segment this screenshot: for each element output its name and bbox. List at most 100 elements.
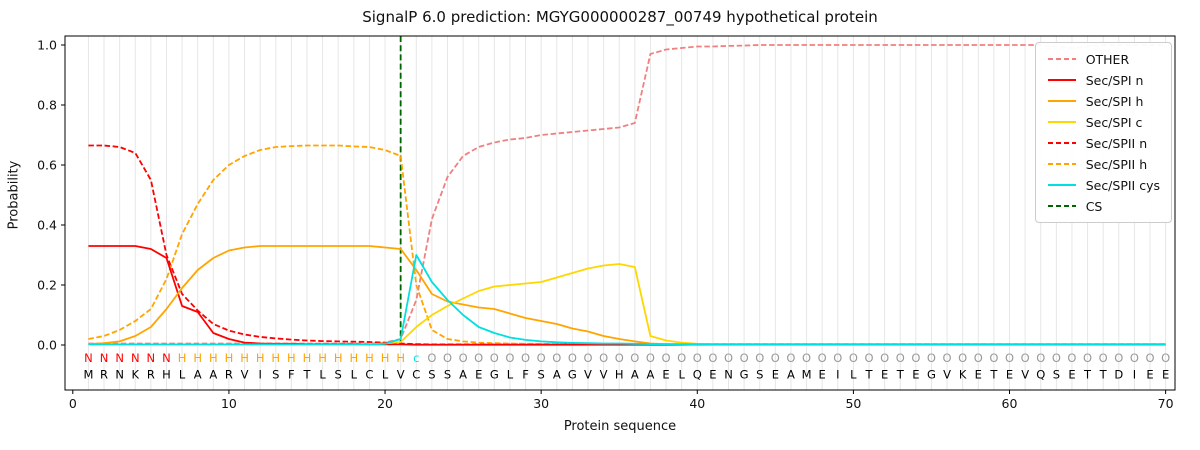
region-letter: O	[849, 351, 858, 365]
sequence-letter: S	[428, 368, 435, 382]
x-tick-label: 50	[845, 396, 861, 411]
sequence-letter: S	[1053, 368, 1060, 382]
series-spi-n	[88, 245, 1166, 346]
region-letter: O	[1021, 351, 1030, 365]
legend-line-sample-spi-h	[1047, 100, 1076, 102]
sequence-letter: Q	[693, 368, 702, 382]
sequence-letter: A	[787, 368, 795, 382]
region-letter: H	[334, 351, 343, 365]
region-letter: O	[427, 351, 436, 365]
region-letter: H	[349, 351, 358, 365]
sequence-letter: T	[302, 368, 311, 382]
series-spii-n	[88, 144, 1166, 346]
legend-line-sample-spi-n	[1047, 79, 1076, 81]
region-letter: O	[662, 351, 671, 365]
sequence-letter: E	[912, 368, 919, 382]
region-letter: O	[1052, 351, 1061, 365]
y-tick-label: 0.4	[37, 218, 57, 233]
legend-line-sample-other	[1047, 58, 1076, 60]
sequence-letter: G	[927, 368, 936, 382]
sequence-letter: V	[1021, 368, 1029, 382]
region-letter: O	[771, 351, 780, 365]
legend-line-sample-spii-n	[1047, 142, 1076, 144]
sequence-letter: A	[647, 368, 655, 382]
region-letter: O	[583, 351, 592, 365]
sequence-letter: E	[662, 368, 669, 382]
region-letter: O	[974, 351, 983, 365]
y-tick-label: 0.6	[37, 158, 57, 173]
sequence-letter: T	[864, 368, 873, 382]
x-axis-label: Protein sequence	[563, 419, 677, 434]
sequence-letter: V	[943, 368, 951, 382]
sequence-letter: E	[709, 368, 716, 382]
sequence-letter: A	[209, 368, 217, 382]
sequence-letter: T	[896, 368, 905, 382]
sequence-letter: S	[756, 368, 763, 382]
region-letter: O	[521, 351, 530, 365]
sequence-letter: C	[365, 368, 373, 382]
sequence-letter: E	[1162, 368, 1169, 382]
region-letter: O	[677, 351, 686, 365]
gridlines	[87, 36, 1167, 390]
region-letter: O	[1005, 351, 1014, 365]
sequence-letter: E	[1006, 368, 1013, 382]
x-tick-label: 30	[533, 396, 549, 411]
region-letter: H	[256, 351, 265, 365]
sequence-letter: A	[194, 368, 202, 382]
region-letter: O	[708, 351, 717, 365]
region-letter: O	[755, 351, 764, 365]
sequence-letter: V	[584, 368, 592, 382]
region-letter: H	[365, 351, 374, 365]
x-tick-label: 0	[69, 396, 77, 411]
sequence-letter: D	[1114, 368, 1123, 382]
region-letter: O	[786, 351, 795, 365]
region-letter: O	[505, 351, 514, 365]
sequence-letter: E	[772, 368, 779, 382]
sequence-letter: F	[288, 368, 295, 382]
region-letter: O	[943, 351, 952, 365]
sequence-letter: N	[724, 368, 733, 382]
region-letter: H	[318, 351, 327, 365]
sequence-letter: L	[507, 368, 514, 382]
region-letter: O	[740, 351, 749, 365]
sequence-letter: L	[850, 368, 857, 382]
sequence-letter: V	[397, 368, 405, 382]
region-letter: N	[147, 351, 156, 365]
region-letter: O	[1036, 351, 1045, 365]
legend-line-sample-spii-h	[1047, 163, 1076, 165]
plot-border	[64, 35, 1176, 391]
sequence-letter: L	[319, 368, 326, 382]
region-letter: O	[880, 351, 889, 365]
sequence-letter: S	[444, 368, 451, 382]
sequence-letter: Q	[1036, 368, 1045, 382]
legend-item-spii-cys: Sec/SPII cys	[1047, 177, 1160, 193]
region-letter: H	[209, 351, 218, 365]
region-letter: O	[1145, 351, 1154, 365]
legend-label: Sec/SPI n	[1085, 72, 1144, 88]
region-letter: O	[896, 351, 905, 365]
region-letter: O	[818, 351, 827, 365]
sequence-letter: K	[959, 368, 967, 382]
region-letter: H	[193, 351, 202, 365]
x-tick-label: 10	[221, 396, 237, 411]
sequence-letter: H	[615, 368, 624, 382]
sequence-letter: E	[881, 368, 888, 382]
x-tick-label: 70	[1158, 396, 1174, 411]
region-letter: O	[693, 351, 702, 365]
sequence-letter: T	[989, 368, 998, 382]
legend-label: Sec/SPI c	[1085, 114, 1143, 130]
sequence-letter: I	[1133, 368, 1136, 382]
sequence-letter: E	[819, 368, 826, 382]
region-letter: O	[615, 351, 624, 365]
region-letter: H	[381, 351, 390, 365]
region-letter: O	[1114, 351, 1123, 365]
y-tick-label: 0.0	[37, 338, 57, 353]
sequence-letter: M	[802, 368, 812, 382]
sequence-letter: S	[538, 368, 545, 382]
region-letter: O	[1083, 351, 1092, 365]
region-letter: O	[568, 351, 577, 365]
sequence-letter: E	[1146, 368, 1153, 382]
